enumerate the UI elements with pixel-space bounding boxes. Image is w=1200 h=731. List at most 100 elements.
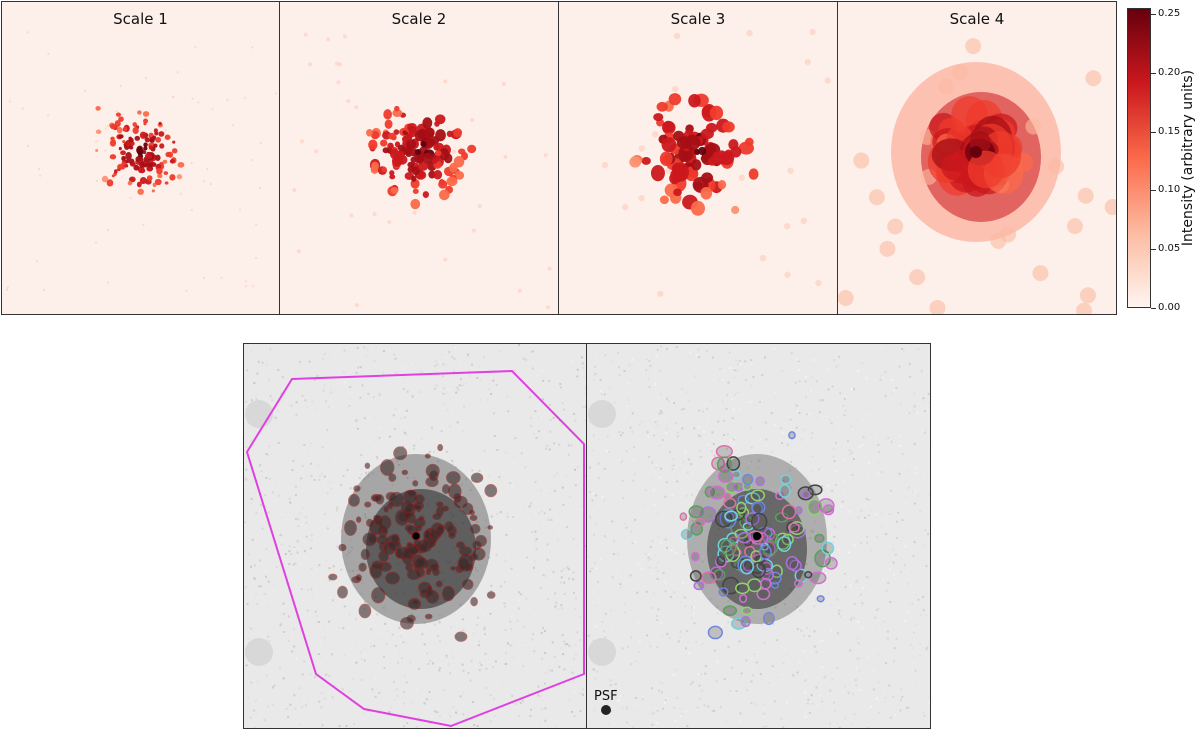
- noise-pixel: [804, 679, 807, 682]
- noise-pixel: [546, 558, 549, 561]
- noise-pixel: [300, 477, 303, 480]
- noise-pixel: [348, 405, 351, 408]
- noise-pixel: [721, 400, 724, 403]
- noise-pixel: [696, 687, 699, 690]
- noise-pixel: [682, 581, 685, 584]
- source-blob: [668, 93, 682, 106]
- noise-pixel: [653, 418, 656, 421]
- noise-pixel: [450, 614, 453, 617]
- noise-pixel: [489, 720, 492, 723]
- noise-pixel: [740, 672, 743, 675]
- noise-pixel: [376, 457, 379, 460]
- noise-pixel: [814, 520, 817, 523]
- noise-pixel: [836, 632, 839, 635]
- noise-pixel: [459, 695, 462, 698]
- source-blob: [133, 164, 140, 171]
- contour: [424, 453, 431, 459]
- noise-pixel: [582, 693, 585, 696]
- noise-pixel: [535, 693, 538, 696]
- noise-pixel: [772, 667, 775, 670]
- noise-pixel: [438, 640, 441, 643]
- noise-pixel: [392, 361, 395, 364]
- noise-pixel: [899, 403, 902, 406]
- source-blob: [438, 180, 448, 189]
- noise-pixel: [821, 399, 824, 402]
- noise-pixel: [750, 427, 753, 430]
- noise-pixel: [652, 489, 655, 492]
- noise-pixel: [662, 579, 665, 582]
- noise-pixel: [290, 404, 293, 407]
- noise-pixel: [632, 479, 635, 482]
- region-outline: [751, 561, 767, 579]
- noise-pixel: [637, 650, 640, 653]
- noise-pixel: [322, 389, 325, 392]
- noise-pixel: [613, 547, 616, 550]
- noise-pixel: [750, 702, 753, 705]
- faint-source: [179, 192, 183, 195]
- source-blob: [114, 169, 118, 174]
- noise-pixel: [509, 482, 512, 485]
- contour: [428, 541, 436, 547]
- region-outline: [801, 490, 811, 500]
- noise-pixel: [330, 391, 333, 394]
- noise-pixel: [839, 499, 842, 502]
- faint-source: [274, 92, 278, 95]
- noise-pixel: [370, 628, 373, 631]
- contour: [412, 480, 419, 487]
- noise-pixel: [588, 515, 591, 518]
- colorbar-tick-label: 0.25: [1158, 7, 1181, 19]
- noise-pixel: [403, 375, 406, 378]
- noise-pixel: [850, 388, 853, 391]
- noise-pixel: [609, 684, 612, 687]
- noise-pixel: [923, 663, 926, 666]
- region-outline: [777, 536, 792, 552]
- faint-source: [412, 210, 417, 215]
- noise-pixel: [817, 682, 820, 685]
- noise-pixel: [603, 535, 606, 538]
- noise-pixel: [672, 562, 675, 565]
- noise-pixel: [921, 659, 924, 662]
- noise-pixel: [439, 614, 442, 617]
- noise-pixel: [849, 649, 852, 652]
- noise-pixel: [773, 423, 776, 426]
- noise-pixel: [328, 620, 331, 623]
- noise-pixel: [777, 369, 780, 372]
- noise-pixel: [572, 505, 575, 508]
- noise-pixel: [277, 441, 280, 444]
- scale-3-panel: Scale 3: [558, 1, 838, 315]
- noise-pixel: [920, 370, 923, 373]
- noise-pixel: [698, 591, 701, 594]
- noise-pixel: [403, 675, 406, 678]
- noise-pixel: [568, 577, 571, 580]
- region-outline: [804, 571, 813, 579]
- noise-pixel: [585, 419, 586, 422]
- noise-pixel: [728, 351, 731, 354]
- noise-pixel: [363, 647, 366, 650]
- noise-pixel: [495, 553, 498, 556]
- noise-pixel: [810, 701, 813, 704]
- noise-pixel: [571, 698, 574, 701]
- noise-pixel: [591, 449, 594, 452]
- noise-pixel: [683, 572, 686, 575]
- noise-pixel: [661, 629, 664, 632]
- noise-pixel: [275, 541, 278, 544]
- noise-pixel: [318, 564, 321, 567]
- noise-pixel: [651, 687, 654, 690]
- faint-source: [1032, 265, 1049, 282]
- noise-pixel: [878, 451, 881, 454]
- source-blob: [414, 130, 426, 142]
- noise-pixel: [762, 704, 765, 707]
- noise-pixel: [924, 400, 927, 403]
- noise-pixel: [530, 424, 533, 427]
- source-blob: [700, 128, 714, 140]
- noise-pixel: [255, 398, 258, 401]
- faint-source: [26, 31, 29, 34]
- noise-pixel: [435, 374, 438, 377]
- noise-pixel: [668, 419, 671, 422]
- noise-pixel: [388, 710, 391, 713]
- noise-pixel: [665, 418, 668, 421]
- noise-pixel: [759, 673, 762, 676]
- noise-pixel: [373, 359, 376, 362]
- noise-pixel: [326, 429, 329, 432]
- noise-pixel: [376, 613, 379, 616]
